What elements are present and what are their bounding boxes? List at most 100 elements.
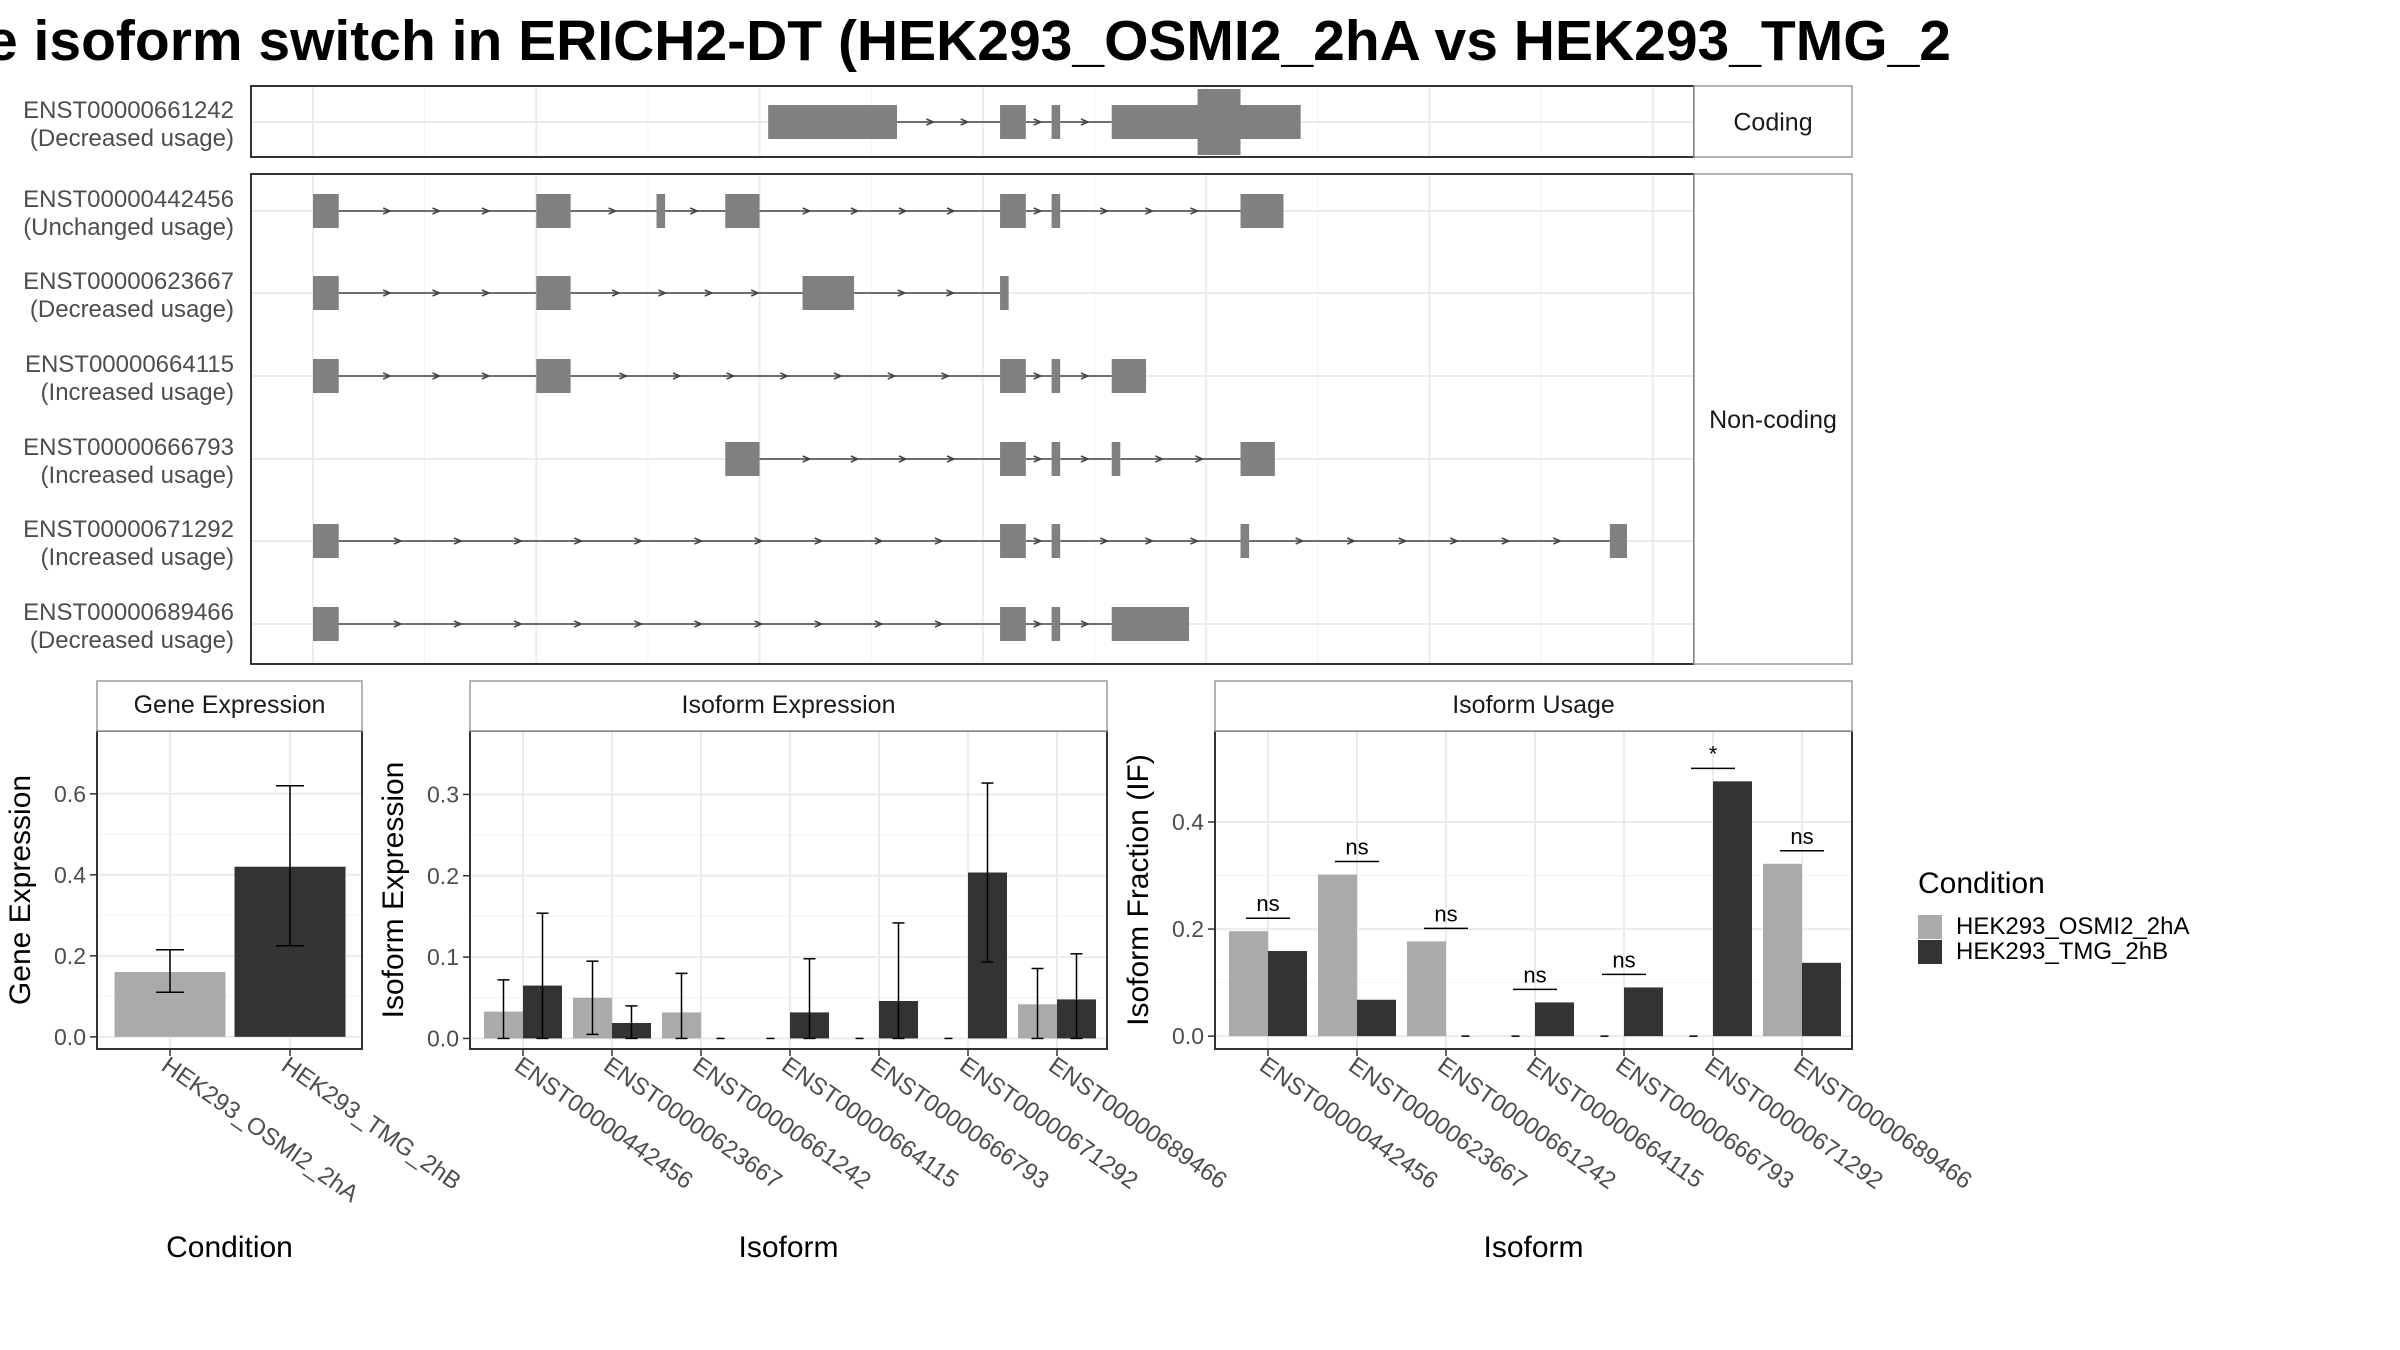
exon-block <box>1240 194 1284 228</box>
intron-arrow <box>704 289 714 297</box>
intron-arrow <box>850 455 860 463</box>
structure-panel-bg <box>251 174 1694 664</box>
x-axis-title: Isoform <box>1483 1231 1583 1264</box>
intron-arrow <box>1080 372 1090 380</box>
exon-block <box>536 276 571 310</box>
intron-arrow <box>453 620 463 628</box>
isoform-label-id: ENST00000671292 <box>23 516 234 543</box>
intron-arrow <box>432 207 442 215</box>
intron-arrow <box>513 537 524 545</box>
strip-label-coding: Coding <box>1733 109 1812 137</box>
legend-key <box>1918 915 1942 939</box>
exon-block <box>536 359 571 393</box>
intron-arrow <box>946 289 956 297</box>
exon-block <box>1051 359 1061 393</box>
intron-arrow <box>926 118 936 126</box>
exon-block <box>1240 524 1250 558</box>
y-tick-label: 0.4 <box>54 862 86 888</box>
intron-arrow <box>1033 372 1043 380</box>
intron-arrow <box>802 207 812 215</box>
exon-block <box>313 607 339 641</box>
bar <box>1357 999 1396 1037</box>
intron-arrow <box>941 372 951 380</box>
intron-arrow <box>726 372 736 380</box>
bar <box>1763 863 1802 1037</box>
x-axis-title: Condition <box>166 1231 293 1264</box>
intron-arrow <box>573 620 584 628</box>
intron-arrow <box>1145 207 1155 215</box>
intron-arrow <box>898 207 908 215</box>
isoform-label-usage: (Increased usage) <box>41 462 234 489</box>
y-axis-title: Isoform Fraction (IF) <box>1122 754 1155 1026</box>
exon-block <box>313 194 339 228</box>
intron-arrow <box>1449 537 1460 545</box>
intron-arrow <box>1080 620 1090 628</box>
isoform-label-id: ENST00000661242 <box>23 97 234 124</box>
y-tick-label: 0.0 <box>54 1024 86 1050</box>
y-tick-label: 0.3 <box>427 781 459 807</box>
exon-block <box>313 524 339 558</box>
isoform-label-usage: (Increased usage) <box>41 379 234 406</box>
bar <box>1713 781 1752 1037</box>
intron-arrow <box>1190 207 1200 215</box>
structure-strip <box>1693 85 1853 158</box>
significance-label: ns <box>1256 891 1279 916</box>
chart-strip <box>469 680 1108 732</box>
intron-arrow <box>608 207 618 215</box>
intron-arrow <box>960 118 970 126</box>
intron-arrow <box>611 289 621 297</box>
y-tick-label: 0.0 <box>427 1025 459 1051</box>
y-tick-label: 0.4 <box>1172 809 1204 835</box>
intron-arrow <box>1398 537 1408 545</box>
intron-arrow <box>1099 537 1110 545</box>
intron-arrow <box>672 372 682 380</box>
isoform-label-usage: (Decreased usage) <box>30 125 234 152</box>
exon-block <box>1000 524 1026 558</box>
exon-block <box>802 276 855 310</box>
exon-block <box>1051 607 1061 641</box>
intron-arrow <box>573 537 584 545</box>
intron-arrow <box>432 372 442 380</box>
intron-arrow <box>481 372 491 380</box>
intron-arrow <box>934 537 944 545</box>
chart-panel-bg <box>470 731 1107 1049</box>
intron-arrow <box>934 620 944 628</box>
bar <box>1318 874 1357 1037</box>
significance-label: ns <box>1790 824 1813 849</box>
intron-arrow <box>897 289 907 297</box>
intron-arrow <box>634 537 644 545</box>
intron-arrow <box>1501 537 1511 545</box>
exon-block <box>1000 276 1009 310</box>
intron-arrow <box>619 372 629 380</box>
significance-label: ns <box>1612 947 1635 972</box>
intron-arrow <box>874 537 884 545</box>
intron-arrow <box>481 207 491 215</box>
exon-block <box>313 276 339 310</box>
exon-block <box>1111 359 1147 393</box>
intron-arrow <box>1080 455 1090 463</box>
bar <box>1229 931 1268 1037</box>
y-tick-label: 0.0 <box>1172 1023 1204 1049</box>
intron-arrow <box>1033 118 1043 126</box>
isoform-label-id: ENST00000689466 <box>23 599 234 626</box>
intron-arrow <box>382 289 393 297</box>
isoform-label-usage: (Unchanged usage) <box>23 214 234 241</box>
structure-strip <box>1693 173 1853 665</box>
y-tick-label: 0.2 <box>1172 916 1204 942</box>
intron-arrow <box>694 620 704 628</box>
exon-block <box>1240 442 1275 476</box>
intron-arrow <box>1190 537 1200 545</box>
isoform-label-usage: (Decreased usage) <box>30 296 234 323</box>
intron-arrow <box>814 620 824 628</box>
significance-label: ns <box>1434 901 1457 926</box>
chart-strip-label: Isoform Usage <box>1452 691 1615 719</box>
intron-arrow <box>946 207 956 215</box>
intron-arrow <box>833 372 843 380</box>
exon-block <box>313 359 339 393</box>
y-tick-label: 0.2 <box>427 863 459 889</box>
cds-block <box>1197 89 1241 155</box>
intron-arrow <box>887 372 897 380</box>
intron-arrow <box>1080 118 1090 126</box>
intron-arrow <box>1033 537 1043 545</box>
strip-label-noncoding: Non-coding <box>1709 406 1837 434</box>
